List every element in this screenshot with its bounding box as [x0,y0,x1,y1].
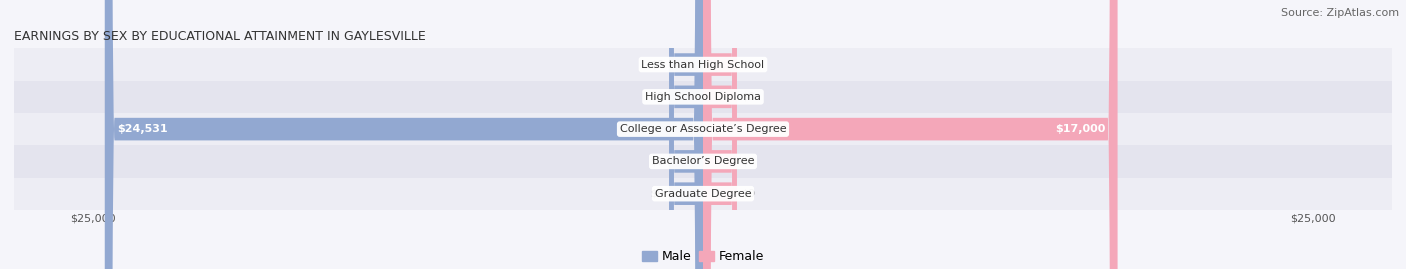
FancyBboxPatch shape [105,0,703,269]
Text: $24,531: $24,531 [117,124,167,134]
FancyBboxPatch shape [703,0,737,269]
FancyBboxPatch shape [703,0,737,269]
FancyBboxPatch shape [669,0,703,269]
FancyBboxPatch shape [669,0,703,269]
Text: $0: $0 [651,59,665,70]
Text: Bachelor’s Degree: Bachelor’s Degree [652,156,754,167]
Text: Less than High School: Less than High School [641,59,765,70]
FancyBboxPatch shape [703,0,737,269]
Legend: Male, Female: Male, Female [637,245,769,268]
Text: College or Associate’s Degree: College or Associate’s Degree [620,124,786,134]
Text: $0: $0 [741,92,755,102]
FancyBboxPatch shape [14,48,1392,81]
Text: High School Diploma: High School Diploma [645,92,761,102]
FancyBboxPatch shape [669,0,703,269]
FancyBboxPatch shape [14,178,1392,210]
FancyBboxPatch shape [14,113,1392,145]
FancyBboxPatch shape [703,0,1118,269]
Text: $0: $0 [741,189,755,199]
Text: EARNINGS BY SEX BY EDUCATIONAL ATTAINMENT IN GAYLESVILLE: EARNINGS BY SEX BY EDUCATIONAL ATTAINMEN… [14,30,426,43]
Text: $0: $0 [651,189,665,199]
FancyBboxPatch shape [669,0,703,269]
Text: $0: $0 [741,156,755,167]
FancyBboxPatch shape [14,145,1392,178]
Text: $0: $0 [651,156,665,167]
FancyBboxPatch shape [703,0,737,269]
Text: $17,000: $17,000 [1054,124,1105,134]
Text: Source: ZipAtlas.com: Source: ZipAtlas.com [1281,8,1399,18]
Text: $0: $0 [741,59,755,70]
Text: $0: $0 [651,92,665,102]
FancyBboxPatch shape [14,81,1392,113]
Text: Graduate Degree: Graduate Degree [655,189,751,199]
